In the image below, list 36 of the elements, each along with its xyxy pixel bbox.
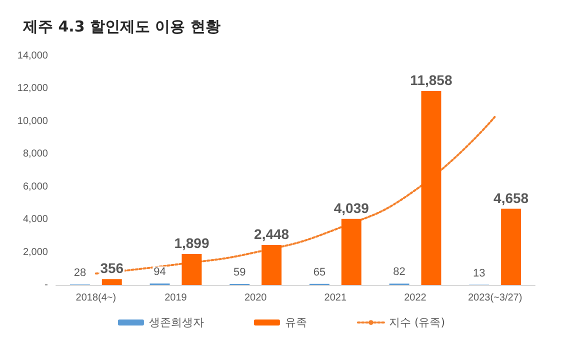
bar bbox=[102, 279, 122, 285]
y-tick-label: 10,000 bbox=[17, 116, 48, 127]
bar bbox=[421, 91, 442, 285]
bar bbox=[341, 218, 362, 285]
bar bbox=[501, 208, 522, 285]
y-tick-label: - bbox=[44, 280, 48, 290]
data-label: 13 bbox=[472, 267, 486, 280]
x-tick-label: 2021 bbox=[324, 292, 347, 304]
y-tick-label: 6,000 bbox=[22, 181, 48, 192]
data-label: 356 bbox=[100, 260, 124, 276]
legend-label: 생존희생자 bbox=[148, 316, 204, 329]
data-label: 65 bbox=[313, 266, 326, 278]
y-tick-label: 8,000 bbox=[22, 148, 48, 160]
data-label: 1,899 bbox=[174, 234, 210, 251]
y-tick-label: 12,000 bbox=[17, 83, 48, 94]
data-label: 82 bbox=[393, 266, 406, 278]
data-label: 94 bbox=[154, 266, 166, 278]
data-label: 4,039 bbox=[334, 200, 370, 216]
legend-label: 지수 (유족) bbox=[388, 316, 446, 329]
bar bbox=[262, 244, 282, 285]
data-label: 4,658 bbox=[494, 190, 529, 206]
x-tick-label: 2023(~3/27) bbox=[468, 292, 522, 304]
y-tick-label: 14,000 bbox=[17, 50, 48, 62]
legend-label: 유족 bbox=[284, 316, 307, 329]
x-tick-label: 2022 bbox=[404, 292, 427, 304]
x-tick-label: 2019 bbox=[164, 292, 188, 304]
chart-title: 제주 4.3 할인제도 이용 현황 bbox=[22, 18, 220, 36]
x-tick-label: 2018(4~) bbox=[76, 292, 116, 304]
data-label: 28 bbox=[74, 267, 86, 280]
y-tick-label: 4,000 bbox=[22, 214, 48, 226]
data-label: 2,448 bbox=[254, 226, 290, 242]
bar bbox=[182, 254, 202, 285]
data-label: 59 bbox=[233, 266, 246, 279]
x-tick-label: 2020 bbox=[244, 292, 268, 304]
y-tick-label: 2,000 bbox=[22, 246, 48, 258]
data-label: 11,858 bbox=[410, 72, 452, 88]
